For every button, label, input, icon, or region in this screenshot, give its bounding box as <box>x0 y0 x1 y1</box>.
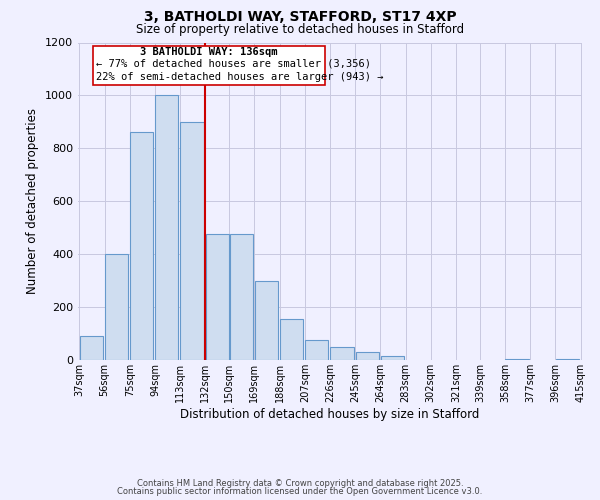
Text: Size of property relative to detached houses in Stafford: Size of property relative to detached ho… <box>136 22 464 36</box>
Text: Contains HM Land Registry data © Crown copyright and database right 2025.: Contains HM Land Registry data © Crown c… <box>137 478 463 488</box>
Bar <box>181 122 203 360</box>
Bar <box>155 96 178 360</box>
Bar <box>130 132 153 360</box>
FancyBboxPatch shape <box>93 46 325 86</box>
Text: ← 77% of detached houses are smaller (3,356): ← 77% of detached houses are smaller (3,… <box>95 58 371 68</box>
Bar <box>381 356 404 360</box>
X-axis label: Distribution of detached houses by size in Stafford: Distribution of detached houses by size … <box>181 408 479 420</box>
Text: 3 BATHOLDI WAY: 136sqm: 3 BATHOLDI WAY: 136sqm <box>140 48 278 58</box>
Bar <box>305 340 328 360</box>
Bar <box>505 358 529 360</box>
Bar <box>80 336 103 360</box>
Bar <box>356 352 379 360</box>
Bar <box>105 254 128 360</box>
Bar <box>230 234 253 360</box>
Bar <box>280 319 303 360</box>
Y-axis label: Number of detached properties: Number of detached properties <box>26 108 40 294</box>
Text: 22% of semi-detached houses are larger (943) →: 22% of semi-detached houses are larger (… <box>95 72 383 83</box>
Bar <box>255 280 278 360</box>
Text: Contains public sector information licensed under the Open Government Licence v3: Contains public sector information licen… <box>118 487 482 496</box>
Bar <box>206 234 229 360</box>
Bar <box>556 358 579 360</box>
Bar <box>331 347 353 360</box>
Text: 3, BATHOLDI WAY, STAFFORD, ST17 4XP: 3, BATHOLDI WAY, STAFFORD, ST17 4XP <box>143 10 457 24</box>
